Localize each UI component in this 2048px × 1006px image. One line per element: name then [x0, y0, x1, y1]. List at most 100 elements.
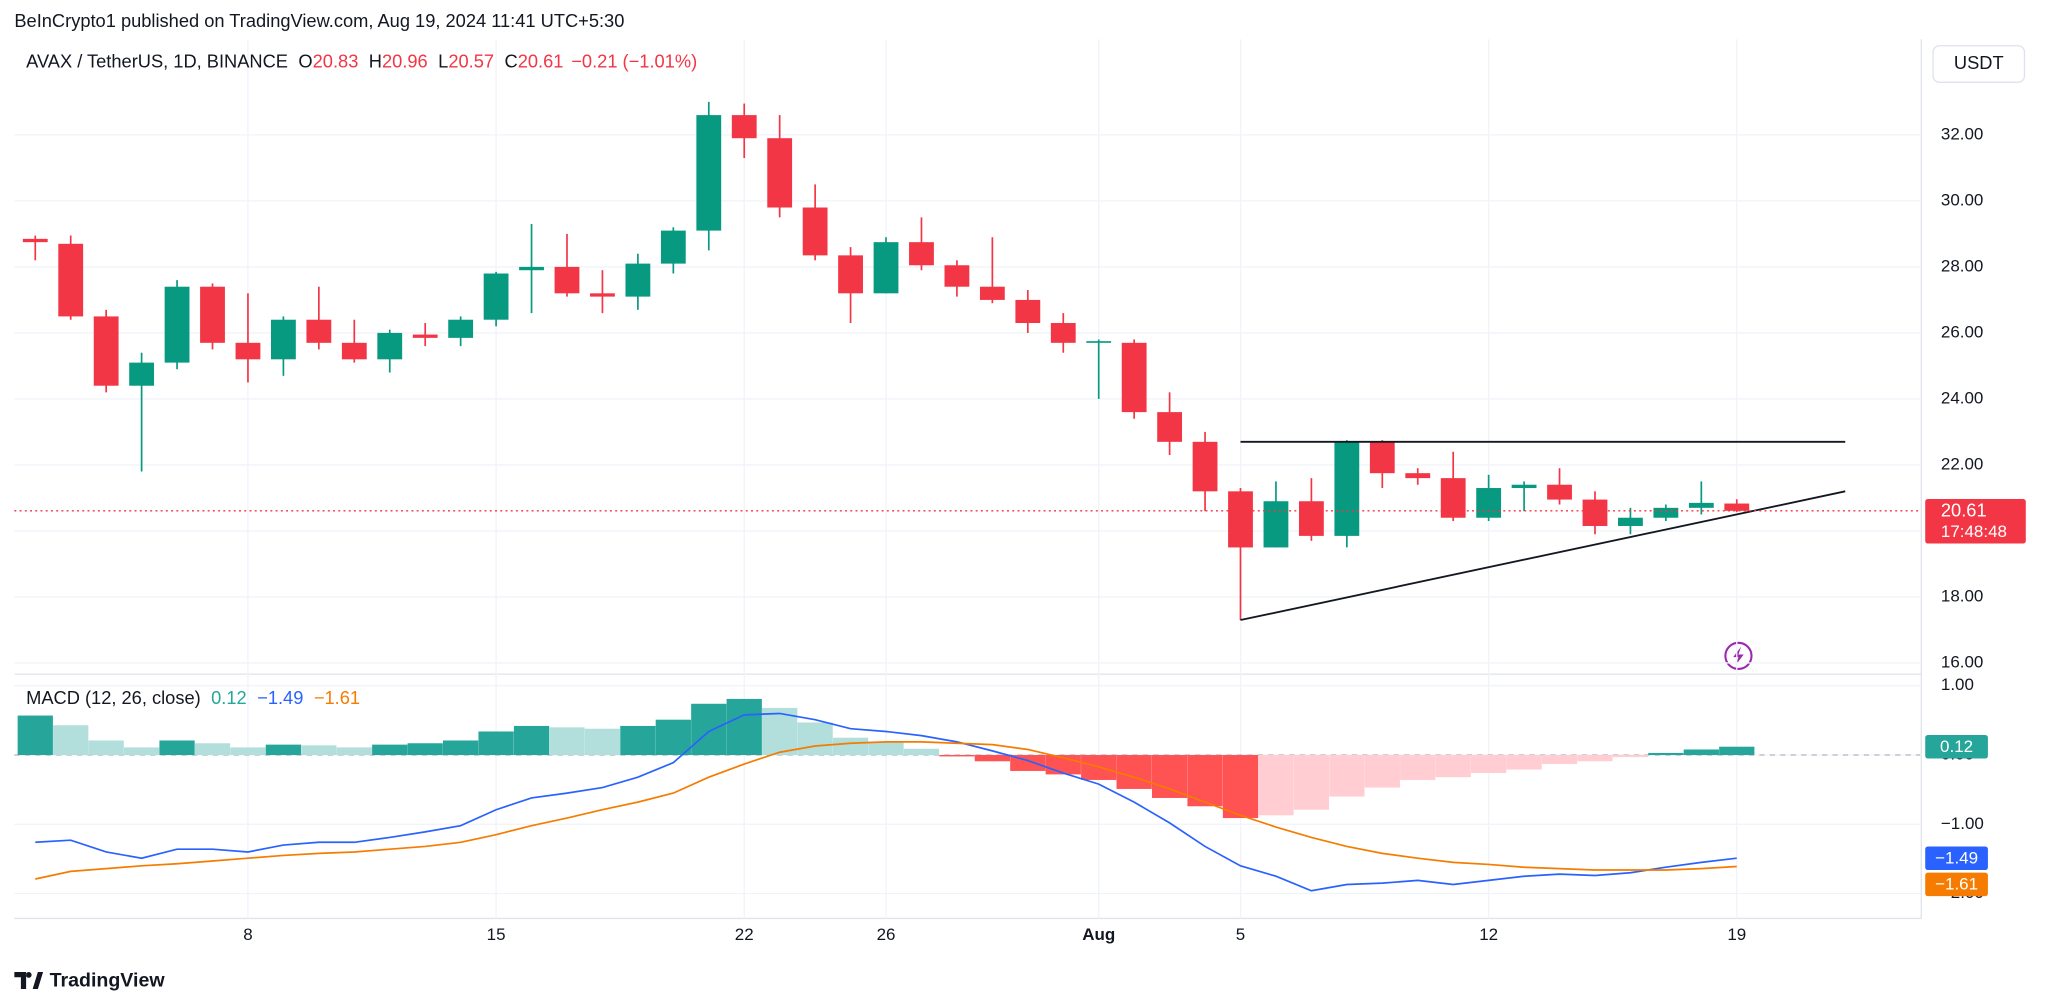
histogram-bar	[88, 740, 124, 756]
candle-body	[1298, 501, 1324, 536]
candle-body	[909, 242, 934, 266]
histogram-bar	[336, 747, 372, 756]
y-tick-label: 32.00	[1941, 124, 1983, 143]
candle-body	[696, 115, 722, 231]
brand-logo	[14, 972, 44, 990]
candle-body	[200, 286, 225, 343]
y-tick-label: −1.00	[1941, 814, 1984, 833]
y-tick-label: 30.00	[1941, 190, 1983, 209]
y-tick-label: 18.00	[1941, 586, 1983, 605]
legend-value: 20.83	[313, 51, 359, 72]
axis-value-tag	[1925, 734, 1988, 759]
currency-label[interactable]: USDT	[1954, 52, 2004, 73]
histogram-bar	[1612, 755, 1649, 758]
candle-body	[270, 319, 296, 360]
candle-body	[306, 319, 332, 343]
x-tick-label: 15	[487, 925, 506, 944]
legend-symbol: AVAX / TetherUS, 1D, BINANCE	[26, 51, 288, 72]
candle-body	[412, 334, 438, 338]
macd-legend: MACD (12, 26, close) 0.12 −1.49 −1.61	[26, 687, 360, 708]
alert-icon[interactable]	[1724, 641, 1753, 670]
candle-body	[1547, 484, 1572, 500]
candle-body	[1724, 503, 1750, 511]
published-note: BeInCrypto1 published on TradingView.com…	[14, 10, 624, 31]
histogram-bar	[194, 743, 231, 756]
x-tick-label: 26	[877, 925, 896, 944]
trend-line	[1240, 490, 1846, 621]
candle-body	[1618, 517, 1643, 526]
candle-body	[660, 230, 686, 264]
brand-name: TradingView	[50, 969, 166, 991]
macd-line	[35, 741, 1737, 880]
alert-circle[interactable]	[1724, 641, 1753, 670]
candle-body	[1086, 341, 1112, 343]
macd-title: MACD (12, 26, close)	[26, 687, 201, 708]
candle-body	[1405, 473, 1431, 479]
histogram-bar	[372, 744, 408, 756]
alert-bolt[interactable]	[1733, 646, 1744, 666]
histogram-bar	[1471, 755, 1507, 774]
candle-body	[93, 316, 119, 386]
legend-change: −0.21 (−1.01%)	[571, 51, 697, 72]
candle-body	[1582, 499, 1608, 526]
countdown-label: 17:48:48	[1941, 522, 2007, 541]
candle-body	[944, 265, 970, 287]
candle-body	[554, 266, 580, 294]
candle-body	[58, 243, 84, 317]
histogram-bar	[939, 755, 975, 757]
legend-value: 20.96	[382, 51, 428, 72]
candle-body	[1440, 478, 1466, 518]
candle-body	[1015, 299, 1041, 324]
axis-value-label: −1.61	[1935, 874, 1978, 893]
histogram-bar	[1577, 755, 1613, 762]
histogram-bar	[301, 745, 337, 756]
last-price-label: 20.61	[1941, 499, 1987, 520]
candle-body	[1511, 484, 1537, 489]
y-tick-label: 28.00	[1941, 256, 1983, 275]
histogram-bar	[513, 725, 550, 756]
candle-body	[731, 115, 757, 139]
histogram-bar	[974, 755, 1010, 762]
legend-letter: L	[438, 51, 448, 72]
histogram-bar	[1222, 755, 1259, 819]
histogram-bar	[1151, 755, 1188, 798]
histogram-bar	[1329, 755, 1365, 797]
y-tick-label: 26.00	[1941, 322, 1983, 341]
brand: TradingView	[14, 969, 165, 991]
histogram-bar	[903, 748, 940, 756]
histogram-bar	[1719, 746, 1755, 756]
legend: AVAX / TetherUS, 1D, BINANCE O20.83 H20.96…	[26, 51, 697, 72]
histogram-bar	[265, 744, 302, 756]
candle-body	[129, 362, 155, 386]
candle-body	[1476, 488, 1502, 518]
histogram-bar	[655, 719, 691, 756]
candle-body	[235, 342, 261, 360]
histogram-bar	[159, 740, 195, 756]
histogram-bar	[1648, 752, 1684, 756]
histogram-bar	[230, 747, 266, 756]
histogram-bar	[691, 703, 727, 756]
x-tick-label: Aug	[1082, 925, 1115, 944]
candle-body	[519, 266, 544, 271]
axis-value-tag	[1925, 872, 1988, 897]
currency-button[interactable]	[1932, 45, 2026, 83]
x-tick-label: 22	[735, 925, 754, 944]
histogram-bar	[832, 737, 869, 756]
axis-value-label: 0.12	[1940, 737, 1973, 756]
candle-body	[1653, 507, 1679, 518]
y-tick-label: 22.00	[1941, 454, 1983, 473]
candle-body	[802, 207, 828, 256]
macd-line	[35, 712, 1737, 892]
last-price-tag	[1925, 499, 2026, 544]
y-tick-label: 1.00	[1941, 675, 1974, 694]
histogram-bar	[1435, 755, 1471, 778]
histogram-bar	[868, 741, 904, 756]
macd-legend-value: −1.61	[314, 687, 360, 708]
histogram-bar	[478, 731, 514, 756]
candle-body	[164, 286, 190, 363]
histogram-bar	[797, 722, 833, 756]
candle-body	[767, 138, 793, 208]
